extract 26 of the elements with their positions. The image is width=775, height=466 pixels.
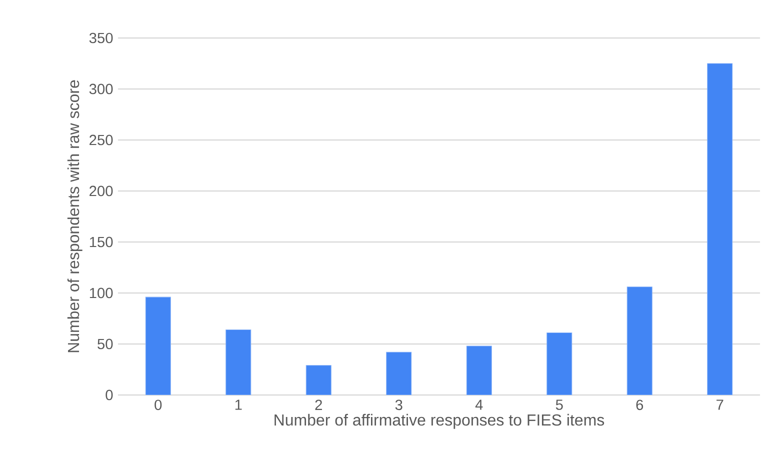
y-tick-label: 300	[89, 84, 113, 94]
x-tick-label: 5	[556, 400, 563, 410]
y-tick-label: 250	[90, 134, 113, 146]
x-tick-label: 4	[475, 400, 483, 410]
x-tick-label: 3	[395, 400, 402, 410]
x-tick-label: 0	[154, 400, 162, 410]
x-axis-title: Number of affirmative responses to FIES items	[274, 414, 604, 429]
x-tick-label: 6	[636, 400, 644, 410]
y-tick-label: 50	[98, 338, 113, 350]
bar	[386, 352, 412, 395]
y-tick-label: 350	[89, 32, 113, 44]
bar	[626, 286, 652, 395]
y-tick-label: 100	[90, 288, 113, 298]
bar	[145, 296, 171, 395]
x-tick-label: 2	[315, 400, 322, 410]
x-tick-label: 7	[716, 400, 724, 410]
y-tick-label: 150	[90, 236, 113, 248]
y-axis-title: Number of respondents with raw score	[67, 80, 82, 352]
bar	[226, 329, 252, 395]
bar	[707, 63, 733, 395]
y-tick-label: 0	[106, 390, 113, 400]
bar	[306, 365, 332, 395]
bar	[546, 332, 572, 395]
y-tick-label: 200	[90, 186, 113, 196]
bar	[466, 346, 492, 395]
x-tick-label: 1	[235, 400, 242, 410]
